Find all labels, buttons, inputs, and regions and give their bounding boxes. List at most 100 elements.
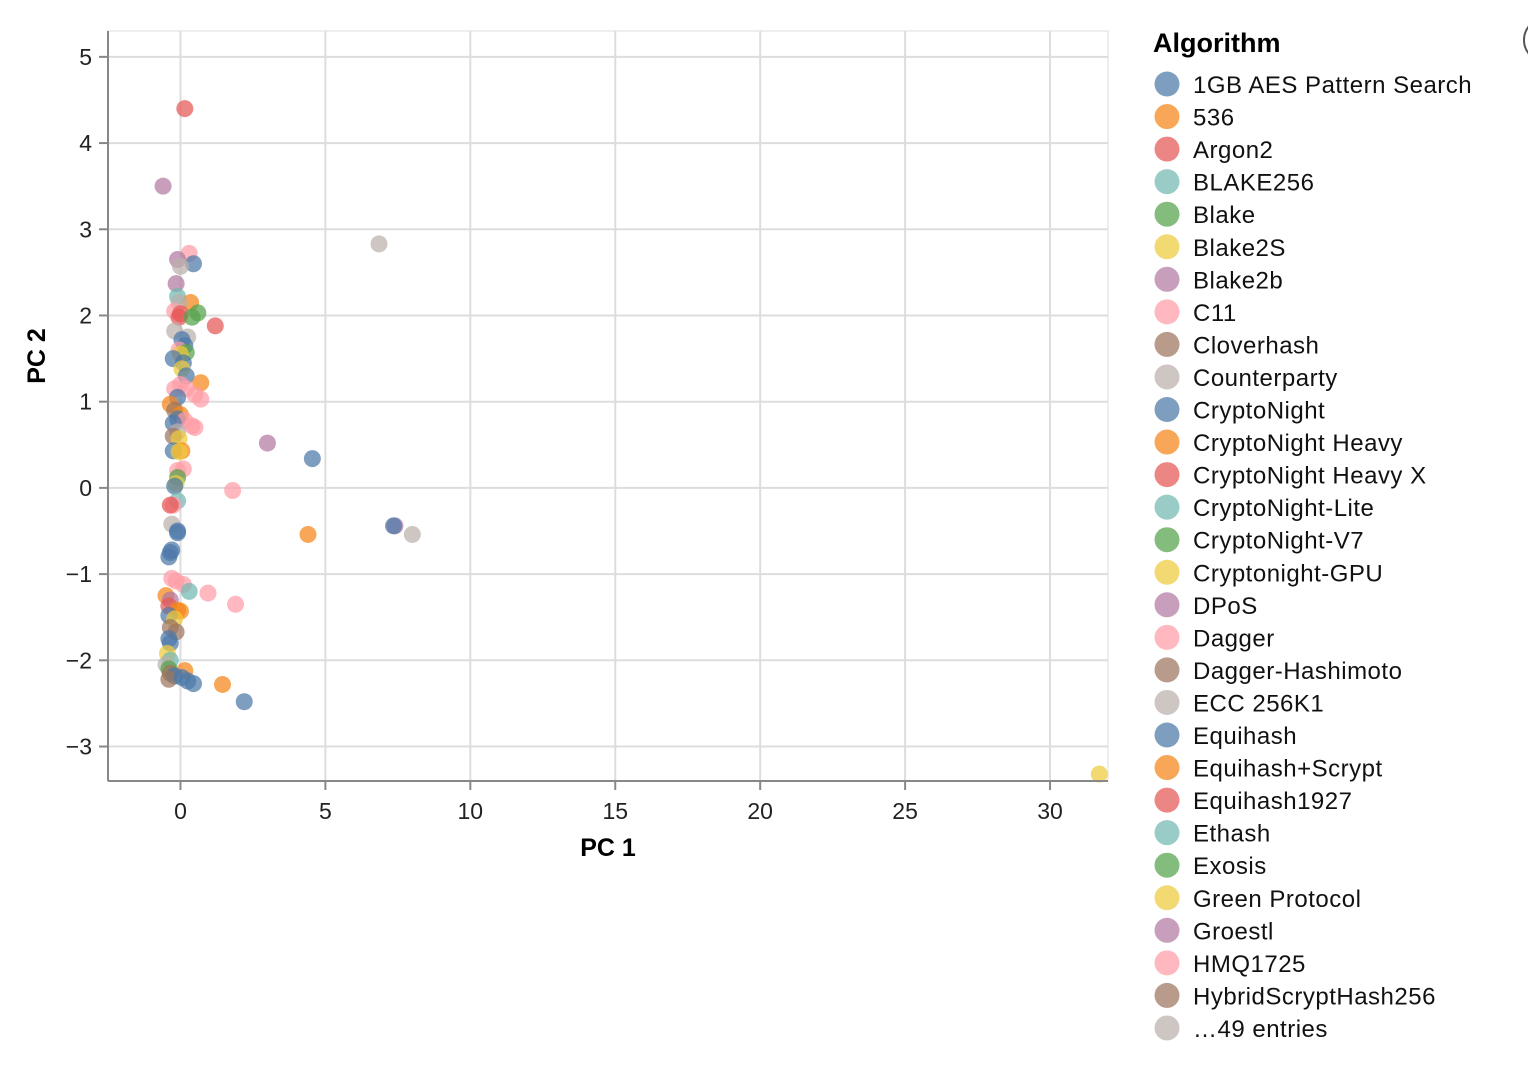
data-point: [213, 675, 231, 693]
legend-item[interactable]: 1GB AES Pattern Search: [1154, 71, 1473, 100]
legend-swatch: [1154, 950, 1180, 976]
legend-item[interactable]: Argon2: [1154, 136, 1274, 165]
legend-swatch: [1154, 820, 1180, 846]
legend-label: Exosis: [1193, 853, 1267, 880]
legend-swatch: [1154, 592, 1180, 618]
legend-label: Blake2S: [1193, 235, 1286, 262]
legend-swatch: [1154, 169, 1180, 195]
legend-item[interactable]: Equihash: [1154, 722, 1298, 751]
legend-swatch: [1154, 722, 1180, 748]
legend-label: Equihash: [1193, 723, 1297, 750]
legend-swatch: [1154, 397, 1180, 422]
legend-item[interactable]: C11: [1154, 299, 1237, 327]
data-point: [258, 434, 276, 452]
legend-swatch: [1154, 266, 1180, 292]
x-tick-label: 30: [1037, 798, 1063, 824]
legend-swatch: [1154, 559, 1180, 585]
legend-label: Counterparty: [1193, 365, 1338, 392]
legend-item[interactable]: …49 entries: [1154, 1015, 1328, 1043]
data-point: [160, 670, 178, 688]
y-gridlines: [108, 55, 1108, 748]
legend-label: BLAKE256: [1193, 170, 1314, 197]
data-point: [180, 582, 198, 600]
data-point: [206, 317, 224, 335]
legend[interactable]: Algorithm 1GB AES Pattern Search 536 Argon…: [1153, 28, 1472, 1043]
legend-label: Blake: [1193, 202, 1256, 229]
legend-label: C11: [1193, 300, 1237, 327]
data-point: [185, 255, 203, 273]
x-axis-title: PC 1: [580, 834, 636, 862]
legend-swatch: [1154, 982, 1180, 1008]
y-tick-label: 5: [79, 44, 92, 70]
legend-item[interactable]: CryptoNight Heavy: [1154, 429, 1403, 458]
data-point: [161, 496, 179, 514]
legend-item[interactable]: Ethash: [1154, 820, 1271, 848]
legend-item[interactable]: CryptoNight-V7: [1154, 527, 1365, 555]
y-tick-label: −2: [66, 647, 92, 673]
y-tick-label: 2: [79, 302, 92, 328]
legend-item[interactable]: Cloverhash: [1154, 331, 1320, 360]
data-point: [183, 308, 201, 326]
legend-label: CryptoNight: [1193, 398, 1325, 425]
legend-label: Argon2: [1193, 137, 1273, 164]
legend-item[interactable]: Green Protocol: [1154, 885, 1362, 913]
legend-item[interactable]: Blake2b: [1154, 266, 1284, 295]
y-tick-label: 0: [79, 475, 92, 501]
legend-item[interactable]: Cryptonight-GPU: [1154, 559, 1384, 588]
legend-swatch: [1154, 234, 1180, 260]
data-point: [170, 308, 188, 326]
legend-item[interactable]: HMQ1725: [1154, 950, 1306, 978]
legend-item[interactable]: HybridScryptHash256: [1154, 982, 1436, 1011]
data-point: [160, 548, 178, 566]
data-point: [227, 595, 245, 613]
data-point: [167, 275, 185, 293]
legend-swatch: [1154, 787, 1180, 813]
data-point: [176, 100, 194, 118]
legend-item[interactable]: Dagger-Hashimoto: [1154, 657, 1403, 685]
legend-label: Dagger-Hashimoto: [1193, 658, 1402, 685]
legend-label: Equihash+Scrypt: [1193, 756, 1383, 783]
legend-swatch: [1154, 917, 1180, 943]
legend-item[interactable]: Blake: [1154, 201, 1256, 230]
legend-swatch: [1154, 852, 1180, 878]
legend-item[interactable]: Groestl: [1154, 917, 1274, 946]
legend-item[interactable]: Exosis: [1154, 852, 1267, 881]
legend-item[interactable]: BLAKE256: [1154, 169, 1315, 197]
legend-label: CryptoNight Heavy: [1193, 430, 1403, 457]
legend-swatch: [1154, 71, 1180, 97]
legend-item[interactable]: DPoS: [1154, 592, 1258, 620]
legend-item[interactable]: Equihash1927: [1154, 787, 1353, 816]
legend-item[interactable]: CryptoNight-Lite: [1154, 494, 1375, 523]
legend-swatch: [1154, 494, 1180, 520]
legend-item[interactable]: Dagger: [1154, 624, 1275, 653]
legend-swatch: [1154, 527, 1180, 553]
plot-area: 0 5 10 15 20 25 30 −3 −2 −1 0 1 2 3 4 5: [66, 30, 1109, 824]
legend-swatch: [1154, 299, 1180, 325]
legend-label: HybridScryptHash256: [1193, 983, 1436, 1010]
legend-label: CryptoNight-Lite: [1193, 495, 1374, 522]
data-point: [171, 257, 189, 275]
legend-item[interactable]: Counterparty: [1154, 364, 1338, 392]
corner-circle-icon[interactable]: [1523, 18, 1528, 62]
data-point: [186, 419, 204, 437]
legend-swatch: [1154, 104, 1180, 130]
legend-item[interactable]: CryptoNight: [1154, 397, 1326, 425]
legend-label: Cryptonight-GPU: [1193, 560, 1383, 587]
legend-swatch: [1154, 624, 1180, 650]
legend-item[interactable]: CryptoNight Heavy X: [1154, 462, 1427, 490]
y-tick-label: 4: [79, 130, 92, 156]
legend-label: Dagger: [1193, 625, 1275, 652]
data-point: [170, 443, 188, 461]
legend-item[interactable]: Equihash+Scrypt: [1154, 755, 1383, 783]
data-point: [403, 525, 421, 543]
legend-item[interactable]: Blake2S: [1154, 234, 1286, 262]
data-point: [185, 675, 203, 693]
data-point: [199, 584, 217, 602]
legend-swatch: [1154, 689, 1180, 715]
x-gridlines: [179, 31, 1052, 781]
legend-item[interactable]: ECC 256K1: [1154, 689, 1325, 718]
data-point: [385, 517, 403, 535]
data-point: [192, 390, 210, 408]
legend-item[interactable]: 536: [1154, 104, 1235, 132]
